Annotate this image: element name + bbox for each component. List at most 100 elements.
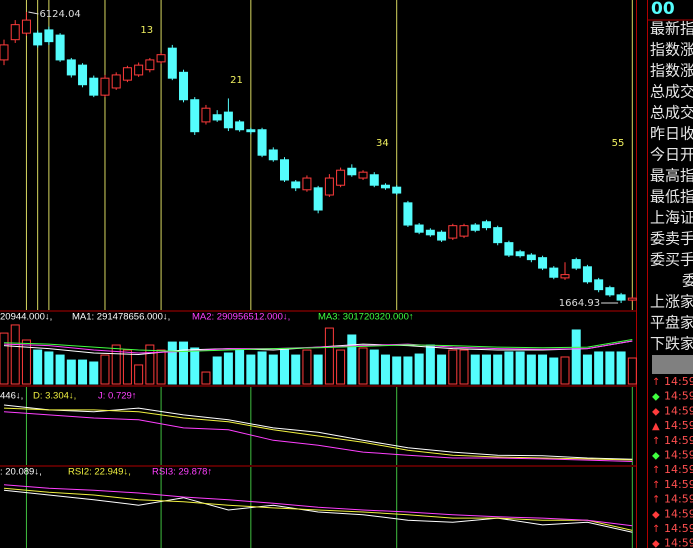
volume-bar xyxy=(257,351,267,385)
volume-bar xyxy=(437,354,447,385)
volume-bar xyxy=(212,356,222,385)
trade-icon: ↑ xyxy=(652,495,660,506)
volume-bar xyxy=(347,334,357,385)
quote-label: 总成交 xyxy=(650,83,693,101)
indicator-header: MA2: 290956512.000↓, xyxy=(192,312,290,323)
candle-body xyxy=(268,149,278,161)
quote-label: 最高指 xyxy=(650,167,693,185)
trade-icon: ◆ xyxy=(652,392,660,403)
candle-body xyxy=(201,107,211,123)
candle-body xyxy=(44,29,54,43)
trade-time: 14:59 xyxy=(664,463,693,476)
candle-body xyxy=(111,74,121,89)
volume-bar xyxy=(89,361,99,385)
candle-body xyxy=(493,227,503,244)
volume-bar xyxy=(280,349,289,385)
volume-bar xyxy=(594,351,604,385)
candle-body xyxy=(392,186,402,194)
volume-bar xyxy=(44,351,54,385)
low-label: 1664.93 xyxy=(559,298,600,309)
candle-body xyxy=(0,44,9,61)
volume-bar xyxy=(403,356,413,385)
volume-bar xyxy=(313,354,323,385)
indicator-header: RSI2: 22.949↓, xyxy=(68,467,131,478)
indicator-header: J: 0.729↑ xyxy=(98,391,137,402)
quote-label: 上涨家 xyxy=(650,293,693,311)
candle-body xyxy=(571,259,581,269)
candle-body xyxy=(66,59,76,76)
volume-bar xyxy=(10,324,20,385)
volume-bar xyxy=(156,349,166,385)
volume-bar xyxy=(526,354,536,385)
candle-body xyxy=(100,77,110,96)
candle-body xyxy=(313,187,323,211)
volume-bar xyxy=(504,351,514,385)
candle-body xyxy=(481,221,491,229)
quote-label: 指数涨 xyxy=(650,62,693,80)
indicator-header: 20944.000↓, xyxy=(0,312,52,323)
volume-bar xyxy=(145,344,155,385)
candle-body xyxy=(459,225,469,237)
candle-body xyxy=(89,77,99,96)
trade-time: 14:59 xyxy=(664,507,693,520)
candle-body xyxy=(280,159,289,181)
indicator-header: : 20.089↓, xyxy=(0,467,42,478)
volume-bar xyxy=(33,349,43,385)
volume-bar xyxy=(291,354,301,385)
trade-icon: ↑ xyxy=(652,524,660,535)
candle-body xyxy=(616,294,626,301)
candle-body xyxy=(403,202,413,226)
candle-body xyxy=(223,111,233,129)
scroll-bar xyxy=(652,355,693,374)
candle-body xyxy=(33,32,43,46)
annotation-arrow xyxy=(28,11,39,15)
indicator-line xyxy=(3,411,633,462)
candle-body xyxy=(470,224,480,231)
volume-bar xyxy=(223,352,233,385)
quote-label: 上海证 xyxy=(650,209,693,227)
volume-bar xyxy=(481,354,491,385)
trade-icon: ↑ xyxy=(652,436,660,447)
trade-time: 14:59 xyxy=(664,375,693,388)
volume-bar xyxy=(549,357,559,385)
quote-label: 委卖手 xyxy=(650,230,693,248)
trade-time: 14:59 xyxy=(664,404,693,417)
volume-bar xyxy=(336,349,346,385)
candle-body xyxy=(235,121,245,131)
candle-body xyxy=(10,24,20,41)
volume-bar xyxy=(538,354,548,385)
indicator-header: D: 3.304↓, xyxy=(33,391,76,402)
volume-bar xyxy=(392,356,402,385)
candle-body xyxy=(594,279,604,291)
volume-bar xyxy=(616,351,626,385)
trade-icon: ↑ xyxy=(652,480,660,491)
volume-bar xyxy=(268,354,278,385)
volume-bar xyxy=(235,349,245,385)
volume-bar xyxy=(605,351,615,385)
quote-label: 昨日收 xyxy=(650,125,693,143)
trade-time: 14:59 xyxy=(664,419,693,432)
trade-icon: ◆ xyxy=(652,539,660,548)
indicator-line xyxy=(3,340,633,354)
volume-bar xyxy=(369,349,379,385)
candle-body xyxy=(145,59,155,71)
volume-bar xyxy=(571,329,581,385)
trade-time: 14:59 xyxy=(664,537,693,548)
trade-time: 14:59 xyxy=(664,449,693,462)
candle-body xyxy=(190,99,200,133)
indicator-line xyxy=(3,407,633,461)
volume-bar xyxy=(122,349,132,385)
indicator-line xyxy=(3,489,633,533)
trade-icon: ◆ xyxy=(652,406,660,417)
trade-icon: ↑ xyxy=(652,465,660,476)
indicator-header: 446↓, xyxy=(0,391,23,402)
candle-body xyxy=(358,171,368,179)
trade-icon: ▲ xyxy=(652,421,660,432)
quote-label: 委买手 xyxy=(650,251,693,269)
quote-label: 最低指 xyxy=(650,188,693,206)
candle-body xyxy=(324,177,334,196)
candle-body xyxy=(605,287,615,296)
volume-bar xyxy=(493,354,503,385)
volume-bar xyxy=(627,357,637,385)
candle-body xyxy=(347,167,357,176)
